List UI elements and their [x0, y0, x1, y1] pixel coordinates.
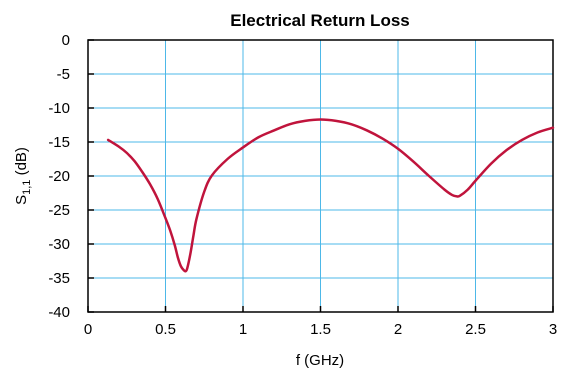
y-tick-label: -40 — [48, 304, 70, 321]
y-axis-label-main: S — [13, 195, 30, 205]
x-tick-label: 3 — [549, 321, 557, 338]
x-tick-labels: 0 0.5 1 1.5 2 2.5 3 — [84, 321, 557, 338]
x-tick-label: 1.5 — [310, 321, 331, 338]
y-tick-labels: 0 -5 -10 -15 -20 -25 -30 -35 -40 — [48, 32, 70, 321]
x-tick-label: 2 — [394, 321, 402, 338]
y-tick-label: -25 — [48, 202, 70, 219]
y-tick-label: -5 — [57, 66, 70, 83]
s11-curve — [106, 118, 555, 273]
x-tick-label: 0.5 — [155, 321, 176, 338]
y-tick-label: 0 — [62, 32, 70, 49]
x-tick-label: 0 — [84, 321, 92, 338]
y-axis-label: S1,1 (dB) — [13, 147, 33, 205]
y-tick-label: -35 — [48, 270, 70, 287]
y-axis-label-unit: (dB) — [13, 147, 30, 180]
chart-title: Electrical Return Loss — [230, 11, 410, 30]
y-tick-label: -30 — [48, 236, 70, 253]
x-axis-label: f (GHz) — [296, 352, 344, 369]
y-tick-label: -20 — [48, 168, 70, 185]
x-tick-label: 1 — [239, 321, 247, 338]
y-axis-label-sub: 1,1 — [21, 180, 33, 195]
axis-ticks — [87, 39, 554, 313]
x-tick-label: 2.5 — [465, 321, 486, 338]
y-tick-label: -15 — [48, 134, 70, 151]
y-tick-label: -10 — [48, 100, 70, 117]
grid-lines — [88, 40, 553, 312]
